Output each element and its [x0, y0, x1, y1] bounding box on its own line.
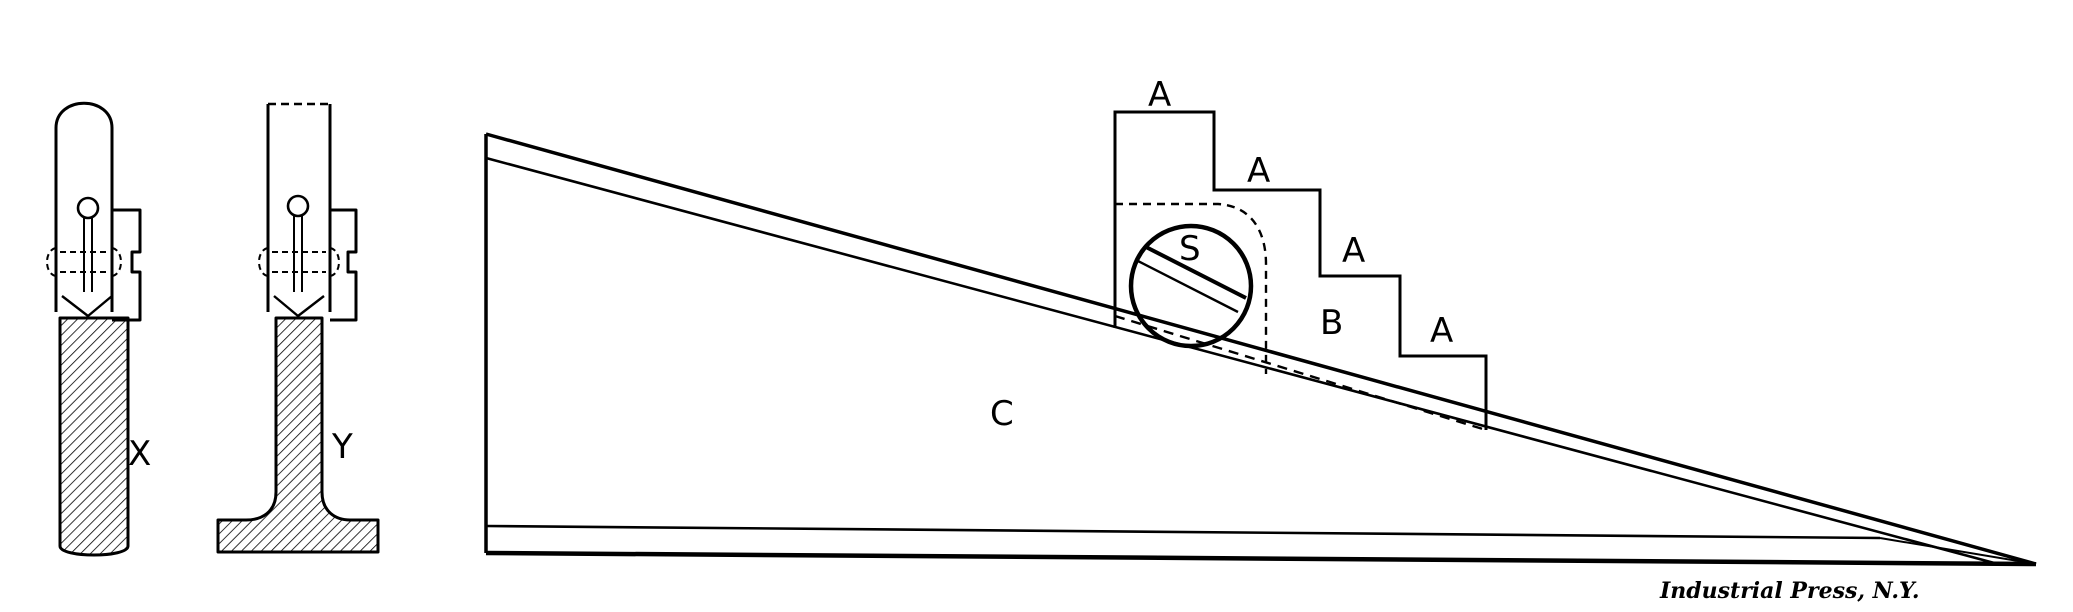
label-b: B	[1320, 303, 1343, 343]
publisher-credit: Industrial Press, N.Y.	[1659, 578, 1920, 604]
label-a-top: A	[1148, 75, 1171, 115]
section-x-upper-outline	[54, 101, 114, 312]
screw-s	[1128, 223, 1254, 349]
wedge-bottom-inner-line	[485, 524, 1881, 540]
screw-slot-upper	[1143, 244, 1247, 300]
wedge-inner-line	[485, 156, 1999, 566]
block-b-hidden-base	[1114, 314, 1487, 432]
section-y-keyhole	[286, 194, 310, 218]
section-x-clamp	[112, 208, 142, 322]
label-a-third: A	[1342, 231, 1365, 271]
section-x-hatched-bar	[58, 316, 130, 557]
label-c: C	[990, 394, 1014, 434]
label-x: X	[128, 434, 151, 474]
wedge-base	[485, 550, 2037, 567]
section-x	[46, 101, 142, 557]
section-x-keyhole	[76, 196, 100, 220]
wedge-top-edge	[485, 132, 2037, 566]
label-y: Y	[331, 427, 353, 467]
section-y-clamp	[330, 208, 358, 322]
wedge-c	[484, 132, 2037, 567]
section-y-hatched-t-bar	[216, 316, 380, 554]
label-a-second: A	[1247, 151, 1270, 191]
label-s: S	[1179, 229, 1201, 269]
screw-slot-lower	[1135, 258, 1239, 314]
block-b-hidden-edge	[1115, 202, 1268, 374]
section-y	[216, 102, 380, 554]
label-a-fourth: A	[1430, 311, 1453, 351]
step-block	[1113, 110, 1488, 432]
step-block-outline	[1113, 110, 1488, 430]
